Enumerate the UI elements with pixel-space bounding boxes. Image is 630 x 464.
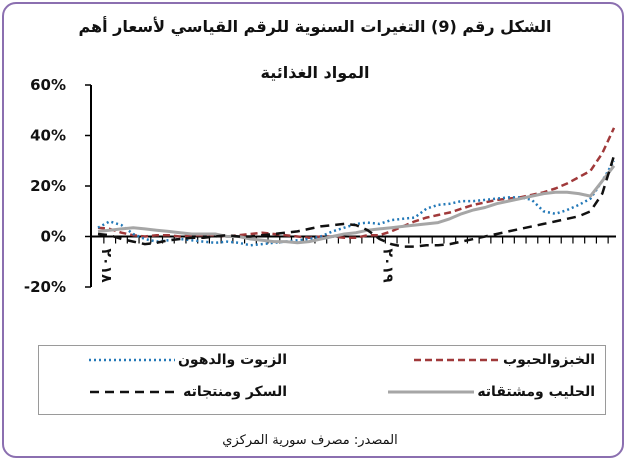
legend-swatch-oils — [88, 358, 175, 362]
legend-swatch-sugar — [90, 390, 181, 394]
series-line-1 — [97, 160, 616, 247]
y-tick-label-1: 40% — [30, 127, 66, 145]
legend-item-sugar: السكر ومنتجاته — [90, 384, 287, 400]
legend-item-oils: الزيوت والدهون — [88, 352, 287, 368]
y-tick-label-3: 0% — [41, 228, 66, 246]
legend-swatch-bread — [414, 358, 501, 362]
source-note: المصدر: مصرف سورية المركزي — [222, 433, 398, 448]
x-tick-label-0: ٢٠١٨ — [98, 249, 114, 284]
series-line-0 — [97, 127, 616, 240]
legend-label-bread: الخبزوالحبوب — [503, 352, 595, 368]
y-tick-label-2: 20% — [30, 177, 66, 195]
chart-title-line1: الشكل رقم (9) التغيرات السنوية للرقم الق… — [78, 17, 552, 36]
legend-item-bread: الخبزوالحبوب — [414, 352, 595, 368]
x-tick-label-1: ٢٠١٩ — [379, 249, 395, 284]
series-line-2 — [97, 164, 616, 245]
y-tick-label-0: 60% — [30, 76, 66, 94]
legend-item-milk: الحليب ومشتقاته — [388, 384, 595, 400]
chart-title-line2: المواد الغذائية — [260, 63, 370, 82]
legend-label-milk: الحليب ومشتقاته — [477, 384, 595, 400]
legend-swatch-milk — [388, 390, 475, 394]
legend: الخبزوالحبوب الزيوت والدهون الحليب ومشتق… — [38, 345, 606, 415]
y-tick-label-4: -20% — [24, 278, 66, 296]
series-line-3 — [97, 155, 616, 248]
legend-label-sugar: السكر ومنتجاته — [183, 384, 287, 400]
legend-label-oils: الزيوت والدهون — [177, 352, 287, 368]
